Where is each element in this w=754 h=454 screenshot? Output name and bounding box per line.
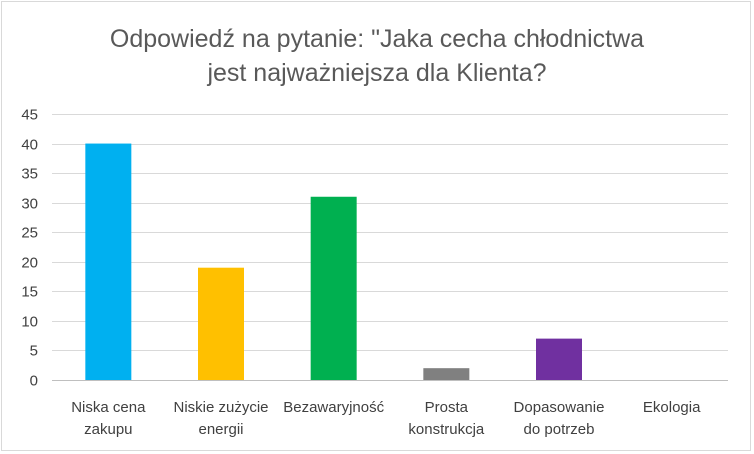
x-category-label: Dopasowanie do potrzeb bbox=[514, 399, 605, 438]
y-tick-label: 45 bbox=[21, 107, 38, 124]
x-category-label: Ekologia bbox=[643, 399, 701, 416]
y-tick-label: 15 bbox=[21, 284, 38, 301]
y-tick-label: 35 bbox=[21, 166, 38, 183]
gridlines bbox=[52, 114, 728, 381]
bars bbox=[85, 143, 582, 380]
chart-title-line-2: jest najważniejsza dla Klienta? bbox=[206, 59, 546, 87]
bar bbox=[310, 196, 357, 380]
x-category-label: Prosta konstrukcja bbox=[408, 399, 485, 438]
bar bbox=[85, 143, 132, 380]
y-tick-label: 10 bbox=[21, 314, 38, 331]
x-category-label: Bezawaryjność bbox=[283, 399, 384, 416]
y-tick-label: 0 bbox=[30, 373, 38, 390]
x-category-label: Niskie zużycie energii bbox=[173, 399, 268, 438]
y-tick-label: 25 bbox=[21, 225, 38, 242]
y-tick-label: 30 bbox=[21, 196, 38, 213]
x-category-label: Niska cena zakupu bbox=[71, 399, 146, 438]
y-tick-label: 20 bbox=[21, 255, 38, 272]
y-tick-label: 40 bbox=[21, 137, 38, 154]
y-axis: 0 5 10 15 20 25 30 35 40 45 bbox=[21, 107, 38, 390]
bar bbox=[423, 368, 470, 380]
x-axis: Niska cena zakupu Niskie zużycie energii Bez… bbox=[71, 399, 701, 438]
bar bbox=[198, 267, 244, 380]
bar bbox=[536, 338, 582, 380]
chart-title-line-1: Odpowiedź na pytanie: "Jaka cecha chłodn… bbox=[110, 25, 644, 53]
y-tick-label: 5 bbox=[30, 343, 38, 360]
